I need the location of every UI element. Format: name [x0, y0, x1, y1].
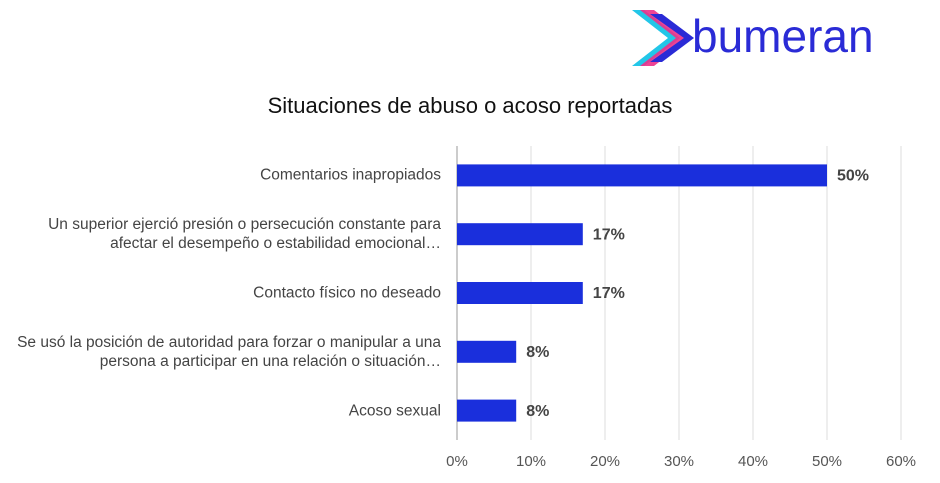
category-label: Contacto físico no deseado	[253, 284, 441, 302]
bar	[457, 399, 517, 422]
bar	[457, 164, 827, 187]
value-label: 50%	[837, 168, 869, 185]
x-tick-label: 40%	[738, 453, 768, 470]
category-label: Se usó la posición de autoridad para for…	[17, 333, 441, 370]
bar	[457, 282, 583, 304]
value-label: 8%	[526, 403, 549, 420]
bar	[457, 340, 517, 363]
category-label: Acoso sexual	[348, 402, 441, 420]
bar	[457, 223, 583, 246]
value-label: 17%	[593, 285, 625, 302]
logo-text: bumeran	[692, 10, 874, 62]
category-label: Comentarios inapropiados	[260, 166, 441, 184]
value-label: 8%	[526, 344, 549, 361]
x-tick-label: 20%	[590, 453, 620, 470]
logo-icon	[632, 10, 694, 66]
category-label: Un superior ejerció presión o persecució…	[48, 216, 441, 253]
x-tick-label: 60%	[886, 453, 916, 470]
x-tick-label: 10%	[516, 453, 546, 470]
value-label: 17%	[593, 226, 625, 243]
x-tick-label: 0%	[446, 453, 468, 470]
chart-title: Situaciones de abuso o acoso reportadas	[268, 93, 673, 118]
x-tick-label: 30%	[664, 453, 694, 470]
x-tick-label: 50%	[812, 453, 842, 470]
